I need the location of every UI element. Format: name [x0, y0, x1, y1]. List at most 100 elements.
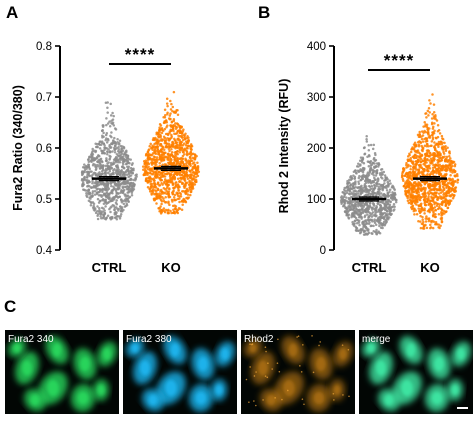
data-point: [175, 209, 179, 213]
panel-label-a: A: [6, 3, 18, 22]
data-point: [190, 178, 194, 181]
data-point: [189, 170, 192, 174]
data-point: [107, 148, 110, 151]
data-point: [360, 217, 363, 220]
data-point: [162, 207, 166, 210]
data-point: [384, 213, 388, 217]
data-point: [101, 160, 104, 164]
data-point: [164, 201, 167, 204]
data-point: [436, 164, 439, 167]
data-point: [372, 224, 375, 228]
data-point: [431, 127, 435, 130]
data-point: [381, 188, 384, 192]
data-point: [366, 179, 369, 183]
data-point: [409, 150, 413, 154]
data-point: [404, 189, 407, 193]
data-point: [82, 183, 86, 186]
data-point: [106, 101, 109, 104]
puncta: [347, 348, 350, 351]
data-point: [373, 187, 376, 190]
data-point: [168, 118, 172, 121]
data-point: [372, 180, 376, 184]
panel-label-c: C: [4, 297, 16, 316]
data-point: [114, 158, 117, 162]
data-point: [176, 183, 180, 186]
data-point: [130, 186, 134, 190]
data-point: [183, 134, 186, 137]
data-point: [433, 153, 436, 157]
data-point: [196, 165, 199, 169]
data-point: [170, 198, 174, 202]
data-point: [363, 153, 366, 156]
data-point: [429, 205, 433, 209]
data-point: [360, 208, 363, 211]
data-point: [445, 172, 448, 176]
data-point: [155, 202, 158, 205]
puncta: [299, 365, 301, 367]
data-point: [150, 163, 154, 166]
data-point: [90, 170, 93, 173]
data-point: [355, 172, 358, 175]
data-point: [156, 187, 160, 191]
data-point: [386, 193, 389, 197]
data-point: [160, 159, 163, 163]
data-point: [128, 161, 131, 165]
data-point: [113, 216, 117, 220]
data-point: [420, 137, 424, 141]
data-point: [173, 210, 176, 214]
data-point: [117, 145, 120, 149]
data-point: [367, 165, 371, 168]
data-point: [411, 205, 414, 208]
data-point: [426, 198, 430, 201]
puncta: [286, 389, 289, 392]
data-point: [428, 187, 431, 190]
data-point: [410, 178, 414, 181]
data-point: [168, 188, 171, 191]
data-point: [426, 169, 430, 173]
data-point: [126, 191, 129, 194]
data-point: [94, 165, 97, 168]
data-point: [435, 171, 438, 175]
data-point: [162, 197, 165, 201]
puncta: [274, 397, 276, 399]
data-point: [410, 202, 413, 206]
data-point: [173, 124, 177, 127]
data-point: [383, 174, 387, 177]
data-point: [180, 125, 183, 128]
data-point: [134, 174, 137, 177]
data-point: [407, 182, 410, 186]
data-point: [99, 194, 103, 197]
data-point: [118, 173, 122, 177]
data-point: [447, 191, 451, 195]
data-point: [428, 127, 431, 130]
data-point: [115, 199, 118, 202]
data-point: [106, 111, 109, 114]
data-point: [174, 206, 177, 210]
x-tick-label-ko: KO: [420, 260, 440, 275]
data-point: [118, 150, 121, 153]
data-point: [450, 181, 453, 185]
data-point: [109, 146, 112, 150]
puncta: [249, 343, 251, 345]
data-point: [173, 198, 176, 202]
data-point: [348, 208, 352, 212]
data-point: [411, 190, 415, 194]
data-point: [437, 226, 440, 229]
data-point: [160, 139, 164, 142]
data-point: [155, 193, 158, 196]
data-point: [81, 184, 84, 188]
data-point: [112, 139, 115, 143]
data-point: [427, 193, 431, 196]
data-point: [441, 197, 445, 200]
data-point: [349, 196, 353, 199]
data-point: [181, 160, 185, 163]
data-point: [374, 223, 378, 227]
data-point: [112, 180, 115, 184]
data-point: [452, 195, 456, 198]
data-point: [168, 174, 172, 178]
data-point: [431, 214, 435, 217]
data-point: [390, 194, 394, 197]
data-point: [350, 191, 353, 194]
data-point: [367, 143, 370, 147]
